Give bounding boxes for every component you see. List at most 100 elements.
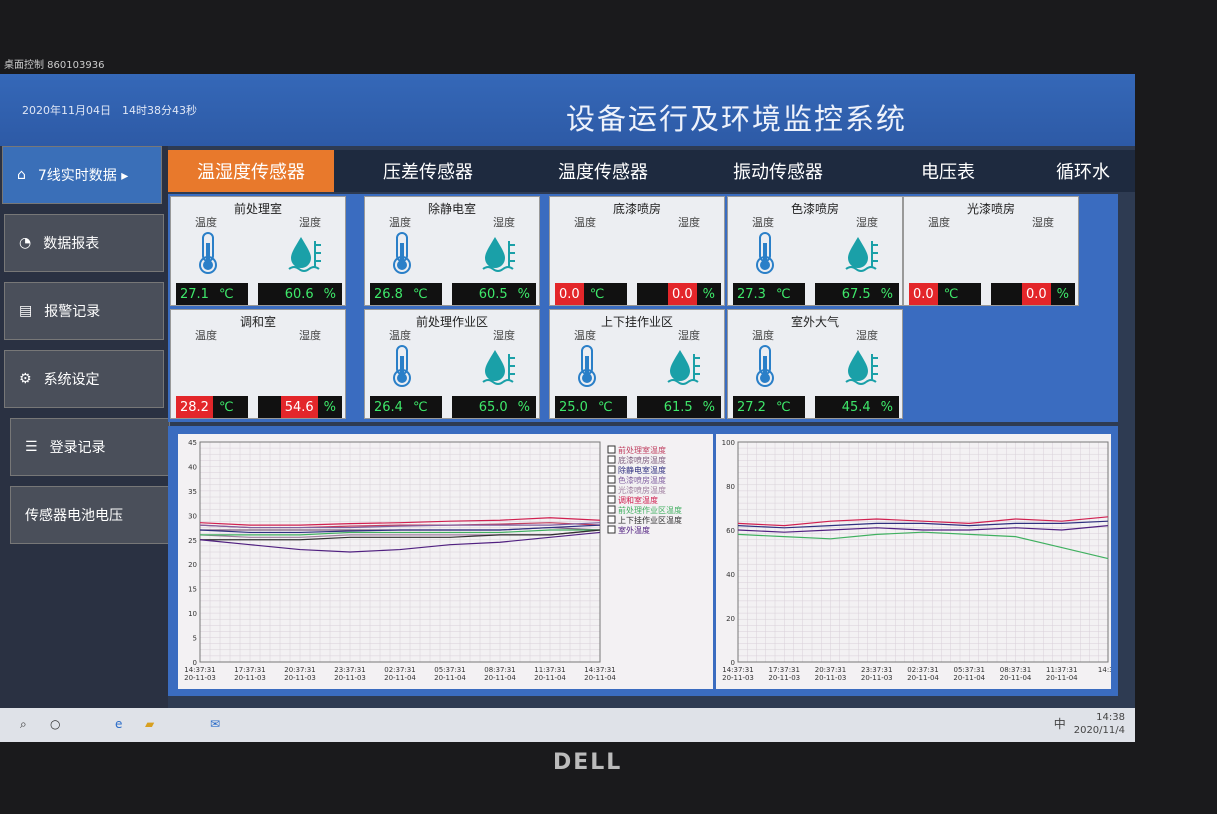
room-name: 上下挂作业区 xyxy=(600,315,673,329)
humidity-icon xyxy=(287,233,327,273)
celsius-unit: ℃ xyxy=(412,399,428,415)
hum-label: 湿度 xyxy=(678,216,700,229)
tab-1[interactable]: 压差传感器 xyxy=(383,162,473,183)
sensor-card: 底漆喷房 温度 湿度 0.0 ℃ 0.0% xyxy=(549,196,725,306)
legend-checkbox[interactable] xyxy=(607,485,616,494)
percent-unit: % xyxy=(517,399,530,415)
sidebar-item-2[interactable]: ▤ 报警记录 xyxy=(4,282,164,340)
x-tick-label: 11:37:31 20-11-04 xyxy=(1046,666,1078,682)
room-name: 室外大气 xyxy=(790,315,839,329)
legend-checkbox[interactable] xyxy=(607,445,616,454)
hum-label: 湿度 xyxy=(299,329,321,342)
legend-entry: 底漆喷房温度 xyxy=(618,455,666,465)
tab-0[interactable]: 温湿度传感器 xyxy=(168,150,334,192)
gear-icon: ⚙ xyxy=(19,371,32,387)
series-line xyxy=(199,522,601,529)
temperature-value: 27.3 ℃ xyxy=(733,283,805,305)
x-tick-label: 02:37:31 20-11-04 xyxy=(907,666,939,682)
celsius-unit: ℃ xyxy=(597,399,613,415)
hum-number: 45.4 xyxy=(841,399,871,415)
temp-number: 27.2 xyxy=(737,399,766,415)
system-tray[interactable]: 中 14:38 2020/11/4 xyxy=(1054,711,1125,737)
series-line xyxy=(199,531,601,553)
legend-checkbox[interactable] xyxy=(607,515,616,524)
tab-3[interactable]: 振动传感器 xyxy=(733,162,823,183)
room-name: 色漆喷房 xyxy=(790,202,839,216)
remote-window-title: 桌面控制 860103936 xyxy=(4,60,105,71)
legend-checkbox[interactable] xyxy=(607,455,616,464)
sidebar: ⌂ 7线实时数据 ▸ ◔ 数据报表 ▤ 报警记录 ⚙ 系统设定 ☰ 登录记录传感器电池电压 xyxy=(0,146,170,708)
legend-entry: 调和室温度 xyxy=(618,495,658,505)
celsius-unit: ℃ xyxy=(218,399,234,415)
temperature-value: 0.0 ℃ xyxy=(909,283,981,305)
x-tick-label: 08:37:31 20-11-04 xyxy=(484,666,516,682)
x-tick-label: 23:37:31 20-11-03 xyxy=(334,666,366,682)
sensor-cards: 前处理室 温度 湿度 27.1 ℃ 60.6% 除静电室 温度 湿度 26.8 ℃ 6… xyxy=(168,194,1118,422)
ime-indicator[interactable]: 中 xyxy=(1053,716,1066,731)
sidebar-item-label: 7线实时数据 ▸ xyxy=(37,168,129,184)
y-tick-label: 10 xyxy=(188,610,197,618)
series-line xyxy=(200,529,600,536)
sidebar-item-4[interactable]: ☰ 登录记录 xyxy=(10,418,170,476)
tab-5[interactable]: 循环水 xyxy=(1056,162,1110,183)
temp-label: 温度 xyxy=(752,329,774,342)
humidity-icon xyxy=(481,346,521,386)
tab-4[interactable]: 电压表 xyxy=(921,162,975,183)
y-tick-label: 60 xyxy=(726,527,735,535)
clock-time: 14:38 xyxy=(1096,712,1125,723)
thermometer-icon xyxy=(750,231,780,275)
x-tick-label: 20:37:31 20-11-03 xyxy=(815,666,847,682)
sidebar-item-1[interactable]: ◔ 数据报表 xyxy=(4,214,164,272)
series-line xyxy=(199,517,601,526)
y-tick-label: 40 xyxy=(726,571,735,579)
mail-icon[interactable]: ✉ xyxy=(210,717,221,731)
temp-number: 0.0 xyxy=(555,283,584,305)
sensor-card: 调和室 温度 湿度 28.2 ℃ 54.6% xyxy=(170,309,346,419)
temp-number: 26.4 xyxy=(374,399,403,415)
tab-bar: 温湿度传感器 压差传感器 温度传感器 振动传感器 电压表 循环水 xyxy=(168,150,1135,192)
sensor-card: 上下挂作业区 温度 湿度 25.0 ℃ 61.5% xyxy=(549,309,725,419)
sidebar-item-label: 传感器电池电压 xyxy=(25,508,123,524)
hum-number: 60.5 xyxy=(478,286,508,302)
clock[interactable]: 14:38 2020/11/4 xyxy=(1074,711,1125,737)
y-tick-label: 45 xyxy=(188,439,197,447)
percent-unit: % xyxy=(517,286,530,302)
tab-2[interactable]: 温度传感器 xyxy=(558,162,648,183)
x-tick-label: 08:37:31 20-11-04 xyxy=(1000,666,1032,682)
percent-unit: % xyxy=(323,286,336,302)
plot-frame xyxy=(199,441,601,663)
thermometer-icon xyxy=(387,231,417,275)
legend-checkbox[interactable] xyxy=(607,525,616,534)
monitor-logo: DELL xyxy=(553,750,623,775)
temperature-value: 25.0 ℃ xyxy=(555,396,627,418)
percent-unit: % xyxy=(702,286,715,302)
temperature-value: 26.8 ℃ xyxy=(370,283,442,305)
temp-label: 温度 xyxy=(195,216,217,229)
percent-unit: % xyxy=(323,399,336,415)
hum-label: 湿度 xyxy=(493,329,515,342)
sidebar-item-0[interactable]: ⌂ 7线实时数据 ▸ xyxy=(2,146,162,204)
task-view-icon[interactable]: ○ xyxy=(50,717,61,731)
legend-entry: 上下挂作业区温度 xyxy=(618,515,682,525)
percent-unit: % xyxy=(702,399,715,415)
x-tick-label: 05:37:31 20-11-04 xyxy=(953,666,985,682)
legend-checkbox[interactable] xyxy=(607,495,616,504)
edge-icon[interactable]: e xyxy=(115,717,123,731)
legend-checkbox[interactable] xyxy=(607,465,616,474)
room-name: 光漆喷房 xyxy=(966,202,1015,216)
search-icon[interactable]: ⌕ xyxy=(20,717,27,731)
celsius-unit: ℃ xyxy=(412,286,428,302)
thermometer-icon xyxy=(193,231,223,275)
legend-checkbox[interactable] xyxy=(607,475,616,484)
folder-icon[interactable]: ▰ xyxy=(145,717,155,731)
percent-unit: % xyxy=(880,286,893,302)
temp-label: 温度 xyxy=(928,216,950,229)
legend-checkbox[interactable] xyxy=(607,505,616,514)
y-tick-label: 80 xyxy=(726,483,735,491)
y-tick-label: 5 xyxy=(193,635,197,643)
sidebar-item-5[interactable]: 传感器电池电压 xyxy=(10,486,170,544)
x-tick-label: 17:37:31 20-11-03 xyxy=(234,666,266,682)
sidebar-item-3[interactable]: ⚙ 系统设定 xyxy=(4,350,164,408)
humidity-value: 0.0% xyxy=(991,283,1075,305)
series-line xyxy=(199,524,601,534)
